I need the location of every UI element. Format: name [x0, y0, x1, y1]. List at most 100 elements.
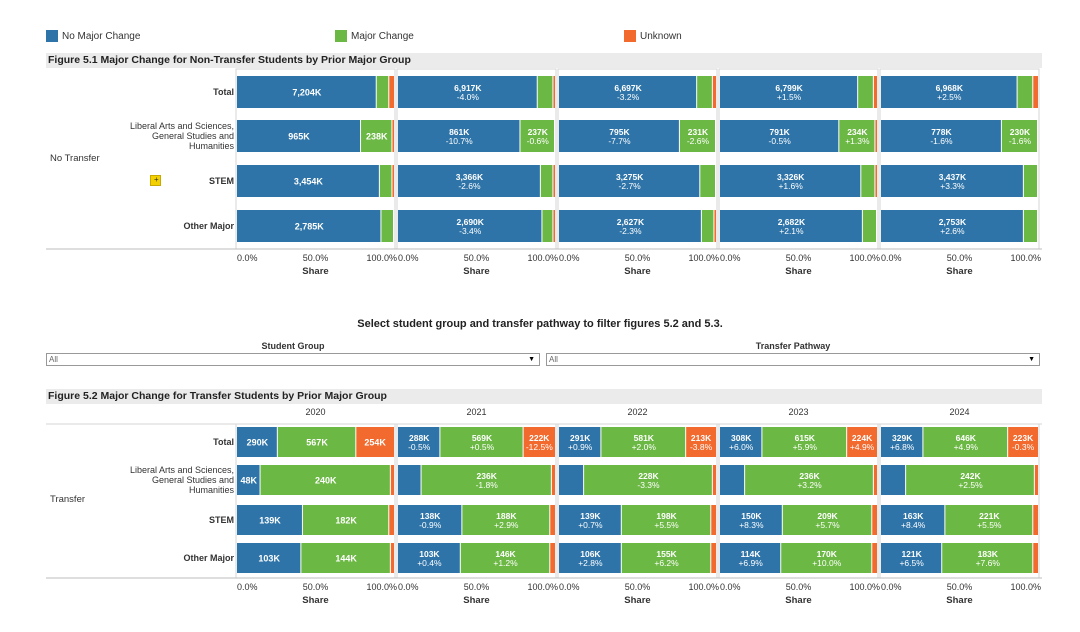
- bar-segment: [356, 427, 394, 457]
- bar-segment: [601, 427, 686, 457]
- data-label-change: +6.0%: [729, 442, 754, 452]
- figure-5-1-chart: 7,204K 965K 238K 3,454K 2,785K 0.0% 50.0% 100.0…: [46, 68, 1042, 277]
- tick-label: 100.0%: [688, 253, 719, 263]
- data-label: 615K: [795, 433, 816, 443]
- tick-label: 100.0%: [527, 253, 558, 263]
- bar-segment: [553, 165, 555, 197]
- data-label: 2,785K: [295, 222, 325, 232]
- tick-label: 50.0%: [947, 253, 973, 263]
- data-label-change: +1.5%: [777, 92, 802, 102]
- data-label-change: -2.6%: [687, 136, 710, 146]
- group-label-no-transfer: No Transfer: [50, 153, 100, 164]
- bar-segment: [237, 543, 301, 573]
- data-label: 188K: [496, 511, 517, 521]
- bar-segment: [462, 505, 550, 535]
- bar-segment: [398, 465, 421, 495]
- data-label: 965K: [288, 132, 310, 142]
- bar-segment: [847, 427, 877, 457]
- data-label-change: +5.5%: [977, 520, 1002, 530]
- legend-no-major-change[interactable]: No Major Change: [46, 30, 140, 42]
- bar-segment: [237, 165, 379, 197]
- bar-segment: [1033, 76, 1038, 108]
- data-label-change: -1.6%: [1009, 136, 1032, 146]
- data-label-change: +2.9%: [494, 520, 519, 530]
- row-label-line: General Studies and: [151, 475, 234, 485]
- data-label-change: -2.7%: [619, 181, 642, 191]
- data-label: 329K: [892, 433, 913, 443]
- data-label: 567K: [306, 438, 328, 448]
- data-label: 3,437K: [939, 172, 967, 182]
- bar-segment: [714, 210, 716, 242]
- legend-unknown[interactable]: Unknown: [624, 30, 682, 42]
- data-label: 7,204K: [292, 88, 322, 98]
- data-label: 138K: [420, 511, 441, 521]
- bar-segment: [745, 465, 873, 495]
- bar-segment: [1017, 76, 1033, 108]
- axis-title: Share: [946, 266, 972, 277]
- tick-label: 0.0%: [881, 582, 902, 592]
- data-label: 139K: [580, 511, 601, 521]
- data-label: 240K: [315, 476, 337, 486]
- tick-label: 50.0%: [464, 253, 490, 263]
- student-group-select[interactable]: All ▼: [46, 353, 540, 366]
- data-label: 121K: [901, 549, 922, 559]
- data-label-change: +4.9%: [954, 442, 979, 452]
- data-label: 6,968K: [936, 83, 964, 93]
- bar-segment: [873, 465, 877, 495]
- row-label-line: Other Major: [183, 221, 234, 231]
- row-label: STEM: [100, 515, 234, 525]
- axis-title: Share: [624, 266, 650, 277]
- data-label: 3,366K: [456, 172, 484, 182]
- bar-segment: [398, 505, 462, 535]
- tick-label: 100.0%: [366, 253, 397, 263]
- legend-major-change[interactable]: Major Change: [335, 30, 414, 42]
- tick-label: 50.0%: [786, 582, 812, 592]
- bar-segment: [861, 165, 875, 197]
- bar-segment: [872, 543, 877, 573]
- bar-segment: [1001, 120, 1037, 152]
- data-label: 163K: [903, 511, 924, 521]
- bar-segment: [398, 120, 520, 152]
- transfer-pathway-select[interactable]: All ▼: [546, 353, 1040, 366]
- data-label: 2,690K: [457, 217, 485, 227]
- data-label: 228K: [638, 471, 659, 481]
- axis-title: Share: [302, 266, 328, 277]
- bar-segment: [550, 505, 555, 535]
- row-label: Total: [100, 87, 234, 97]
- bar-segment: [559, 76, 697, 108]
- dropdown-arrow-icon: ▼: [528, 356, 535, 363]
- expand-row-button[interactable]: +: [150, 175, 161, 186]
- data-label: 222K: [529, 433, 550, 443]
- data-label: 155K: [656, 549, 677, 559]
- data-label-change: -0.3%: [1012, 442, 1035, 452]
- data-label-change: +3.3%: [940, 181, 965, 191]
- row-label: Total: [100, 437, 234, 447]
- bar-segment: [881, 465, 906, 495]
- bar-segment: [559, 505, 621, 535]
- bar-segment: [720, 543, 781, 573]
- bar-segment: [720, 76, 858, 108]
- data-label: 6,799K: [775, 83, 803, 93]
- data-label: 3,326K: [777, 172, 805, 182]
- tick-label: 0.0%: [720, 582, 741, 592]
- bar-segment: [762, 427, 847, 457]
- tick-label: 50.0%: [303, 582, 329, 592]
- bar-segment: [621, 543, 711, 573]
- row-label-line: Other Major: [183, 553, 234, 563]
- bar-segment: [550, 543, 555, 573]
- legend-label: Unknown: [640, 30, 682, 42]
- bar-segment: [460, 543, 550, 573]
- data-label: 183K: [978, 549, 999, 559]
- row-label-line: STEM: [208, 176, 234, 186]
- data-label-change: +4.9%: [850, 442, 875, 452]
- row-label-line: Humanities: [188, 485, 234, 495]
- data-label-change: +2.6%: [940, 226, 965, 236]
- data-label-change: +7.6%: [976, 558, 1001, 568]
- bar-segment: [1033, 505, 1038, 535]
- bar-segment: [782, 505, 872, 535]
- tick-label: 50.0%: [464, 582, 490, 592]
- data-label-change: -10.7%: [446, 136, 473, 146]
- data-label-change: +8.4%: [901, 520, 926, 530]
- axis-title: Share: [624, 595, 650, 606]
- axis-title: Share: [946, 595, 972, 606]
